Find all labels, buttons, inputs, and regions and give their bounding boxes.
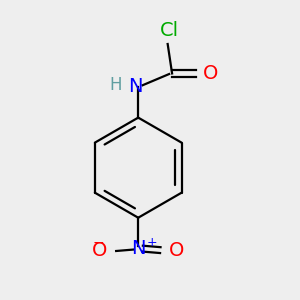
Text: O: O: [203, 64, 218, 83]
Text: +: +: [147, 236, 158, 249]
Text: −: −: [93, 236, 104, 250]
Text: H: H: [110, 76, 122, 94]
Text: N: N: [128, 77, 142, 96]
Text: O: O: [92, 241, 107, 260]
Text: O: O: [169, 241, 184, 260]
Text: N: N: [131, 239, 146, 258]
Text: Cl: Cl: [160, 21, 179, 40]
